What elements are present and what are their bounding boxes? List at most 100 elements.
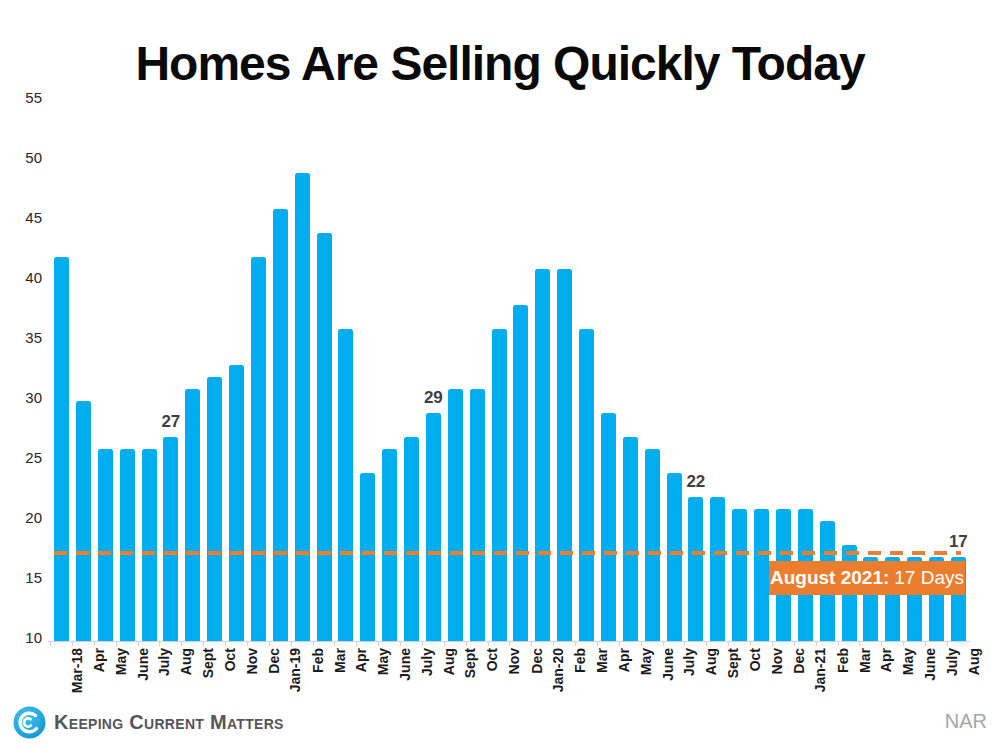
chart-title: Homes Are Selling Quickly Today xyxy=(0,36,1000,91)
x-tick: Jan-20 xyxy=(535,646,550,701)
x-tick: Jan-21 xyxy=(798,646,813,701)
x-tick: Feb xyxy=(557,646,572,701)
y-tick-label: 10 xyxy=(0,629,42,647)
bar xyxy=(667,473,682,641)
x-tick: Apr xyxy=(76,646,91,701)
callout-badge-rest-text: 17 Days xyxy=(894,567,964,589)
x-tick: Feb xyxy=(295,646,310,701)
x-tick: Aug xyxy=(426,646,441,701)
bar xyxy=(360,473,375,641)
slide: Homes Are Selling Quickly Today 10 15 20 25… xyxy=(0,0,1000,750)
y-tick-label: 30 xyxy=(0,389,42,407)
x-tick: Oct xyxy=(207,646,222,701)
x-tick: Dec xyxy=(251,646,266,701)
x-tick: July xyxy=(929,646,944,701)
x-tick: Aug xyxy=(688,646,703,701)
bar xyxy=(754,509,769,641)
brand-name: Keeping Current Matters xyxy=(54,711,284,734)
bar-value-label: 17 xyxy=(949,532,968,552)
bar xyxy=(295,173,310,641)
bar xyxy=(623,437,638,641)
bar xyxy=(579,329,594,641)
bar xyxy=(185,389,200,641)
bar xyxy=(557,269,572,641)
bar xyxy=(710,497,725,641)
x-tick: Aug xyxy=(951,646,966,701)
x-tick: July xyxy=(667,646,682,701)
x-tick: Dec xyxy=(513,646,528,701)
bar xyxy=(535,269,550,641)
kcm-swirl-icon xyxy=(13,706,46,739)
x-tick: June xyxy=(645,646,660,701)
y-tick-label: 35 xyxy=(0,329,42,347)
x-tick: Mar xyxy=(579,646,594,701)
x-tick: May xyxy=(360,646,375,701)
x-tick: June xyxy=(382,646,397,701)
x-tick: Feb xyxy=(820,646,835,701)
bar xyxy=(229,365,244,641)
source-label: NAR xyxy=(945,710,987,733)
bar-value-label: 29 xyxy=(424,388,443,408)
y-tick-label: 15 xyxy=(0,569,42,587)
bar xyxy=(98,449,113,641)
x-tick: Oct xyxy=(732,646,747,701)
x-tick: Sept xyxy=(448,646,463,701)
bar xyxy=(142,449,157,641)
bar xyxy=(732,509,747,641)
x-axis-labels: Mar-18 Apr May June July Aug Sept Oct Nov Dec Jan-… xyxy=(54,646,966,701)
bar xyxy=(470,389,485,641)
x-tick: Mar xyxy=(317,646,332,701)
x-tick: Aug xyxy=(163,646,178,701)
bar xyxy=(207,377,222,641)
x-tick: Mar xyxy=(842,646,857,701)
brand-footer: Keeping Current Matters xyxy=(13,704,284,740)
bar: 22 xyxy=(688,497,703,641)
x-tick: Nov xyxy=(229,646,244,701)
bar xyxy=(382,449,397,641)
callout-badge: August 2021: 17 Days xyxy=(769,561,965,595)
bar: 27 xyxy=(163,437,178,641)
y-tick-label: 45 xyxy=(0,209,42,227)
x-tick: Jan-19 xyxy=(273,646,288,701)
bar-value-label: 27 xyxy=(161,412,180,432)
bar-value-label: 22 xyxy=(686,472,705,492)
x-tick: Sept xyxy=(185,646,200,701)
x-tick-label: Aug xyxy=(966,648,982,675)
x-tick: Apr xyxy=(863,646,878,701)
bar xyxy=(645,449,660,641)
x-tick: May xyxy=(623,646,638,701)
bar xyxy=(120,449,135,641)
bar-series: 27 29 22 17 xyxy=(54,96,966,641)
x-tick: June xyxy=(907,646,922,701)
x-tick: Dec xyxy=(776,646,791,701)
x-tick: Oct xyxy=(470,646,485,701)
x-tick: May xyxy=(885,646,900,701)
x-tick: July xyxy=(142,646,157,701)
x-tick: Apr xyxy=(601,646,616,701)
callout-badge-bold-text: August 2021: xyxy=(770,567,889,589)
reference-dashed-line xyxy=(54,551,961,555)
bar xyxy=(76,401,91,641)
bar: 29 xyxy=(426,413,441,641)
y-tick-label: 50 xyxy=(0,149,42,167)
bar xyxy=(448,389,463,641)
x-tick: Sept xyxy=(710,646,725,701)
bar xyxy=(601,413,616,641)
x-tick: May xyxy=(98,646,113,701)
bar xyxy=(404,437,419,641)
x-tick: Nov xyxy=(754,646,769,701)
y-tick-label: 25 xyxy=(0,449,42,467)
x-tick: Nov xyxy=(492,646,507,701)
x-tick: June xyxy=(120,646,135,701)
bar xyxy=(273,209,288,641)
bar xyxy=(513,305,528,641)
bar xyxy=(251,257,266,641)
y-tick-label: 20 xyxy=(0,509,42,527)
x-tick: Mar-18 xyxy=(54,646,69,701)
bar xyxy=(317,233,332,641)
y-tick-label: 55 xyxy=(0,89,42,107)
bar xyxy=(338,329,353,641)
bar xyxy=(492,329,507,641)
x-tick: July xyxy=(404,646,419,701)
x-tick: Apr xyxy=(338,646,353,701)
